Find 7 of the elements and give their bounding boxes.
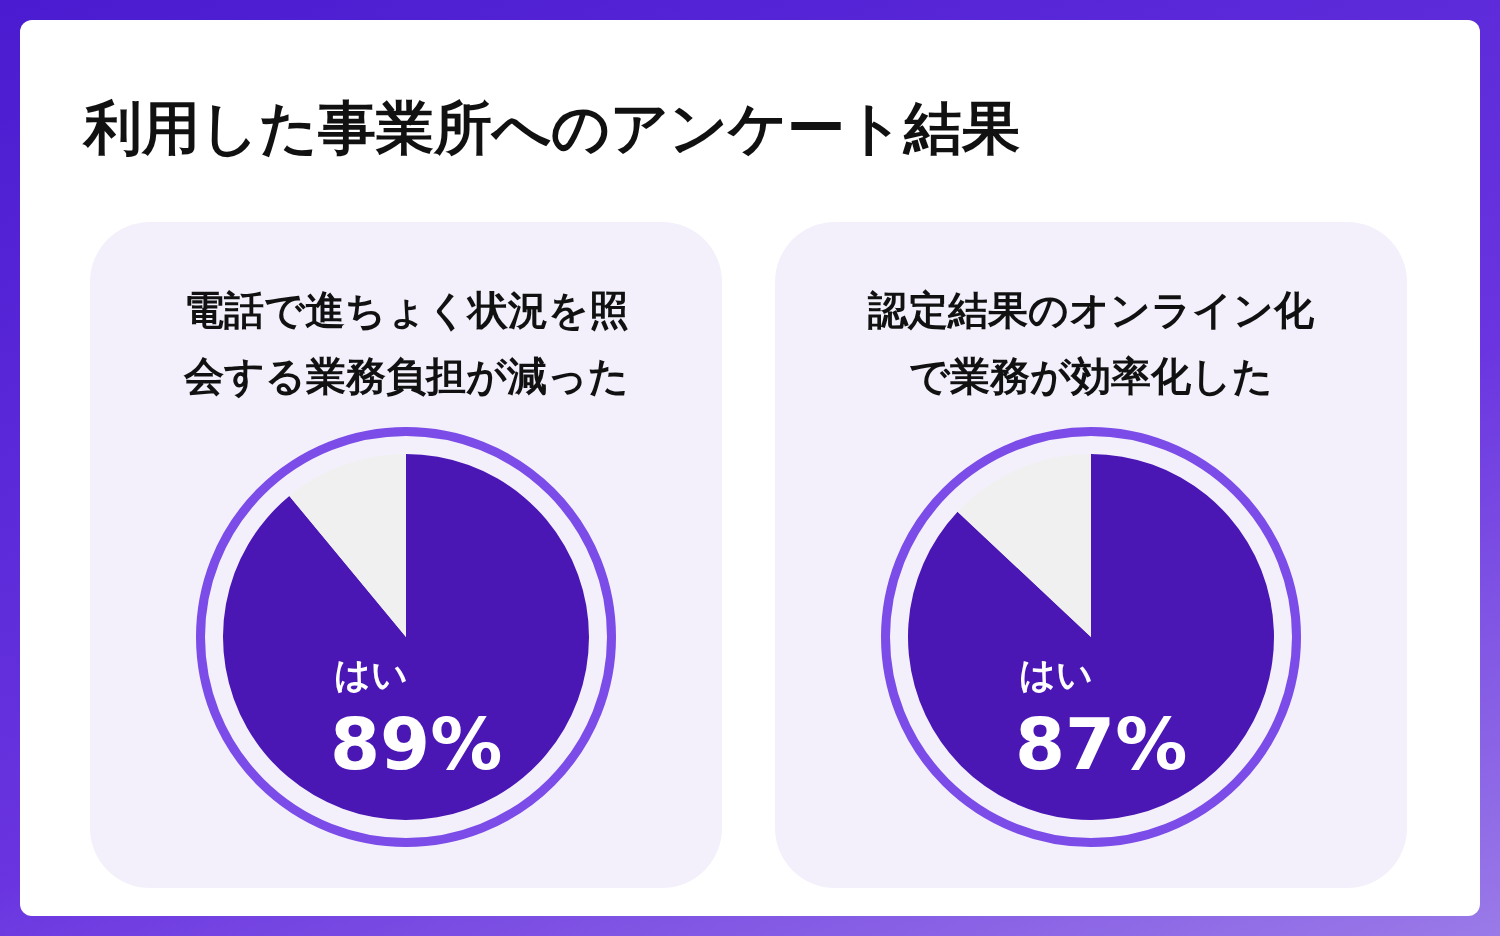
data-label: 89% [330, 702, 503, 786]
chart-title: 認定結果のオンライン化で業務が効率化した [866, 286, 1315, 401]
slice-label: はい [1019, 654, 1093, 695]
chart-title: 電話で進ちょく状況を照会する業務負担が減った [182, 286, 630, 401]
data-label: 87% [1015, 702, 1188, 786]
text: 利用した事業所へのアンケート結果 [84, 93, 1020, 164]
slice-label: はい [334, 654, 408, 695]
